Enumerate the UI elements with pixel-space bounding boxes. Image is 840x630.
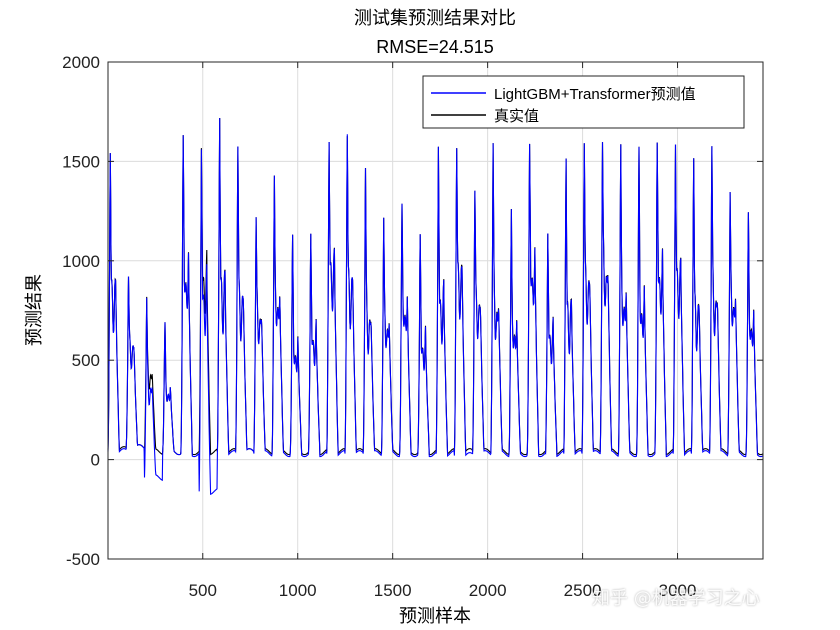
x-tick-label: 2000 [469,581,507,600]
y-tick-label: 1000 [62,252,100,271]
watermark: 知乎 @机器学习之心 [592,588,760,609]
ticks: 500 1000 1500 2000 2500 3000 -500 0 500 1000 1500 2… [62,53,763,600]
x-tick-label: 3000 [659,581,697,600]
x-tick-label: 1000 [279,581,317,600]
y-tick-label: -500 [66,550,100,569]
legend-label-actual: 真实值 [494,107,539,125]
legend-box [422,75,745,129]
y-tick-label: 2000 [62,53,100,72]
chart-title: 测试集预测结果对比 [354,8,516,29]
chart-subtitle: RMSE=24.515 [376,37,494,57]
y-tick-label: 1500 [62,152,100,171]
series-layer [107,117,764,495]
x-tick-label: 2500 [564,581,602,600]
legend-label-prediction: LightGBM+Transformer预测值 [494,86,696,103]
y-tick-label: 500 [72,351,100,370]
legend: LightGBM+Transformer预测值 真实值 [422,75,745,129]
x-tick-label: 1500 [374,581,412,600]
y-tick-label: 0 [91,451,100,470]
plot-frame [107,61,764,560]
x-axis-label: 预测样本 [399,606,471,627]
series-line-0 [107,118,764,495]
y-axis-label: 预测结果 [24,274,45,346]
x-tick-label: 500 [189,581,217,600]
